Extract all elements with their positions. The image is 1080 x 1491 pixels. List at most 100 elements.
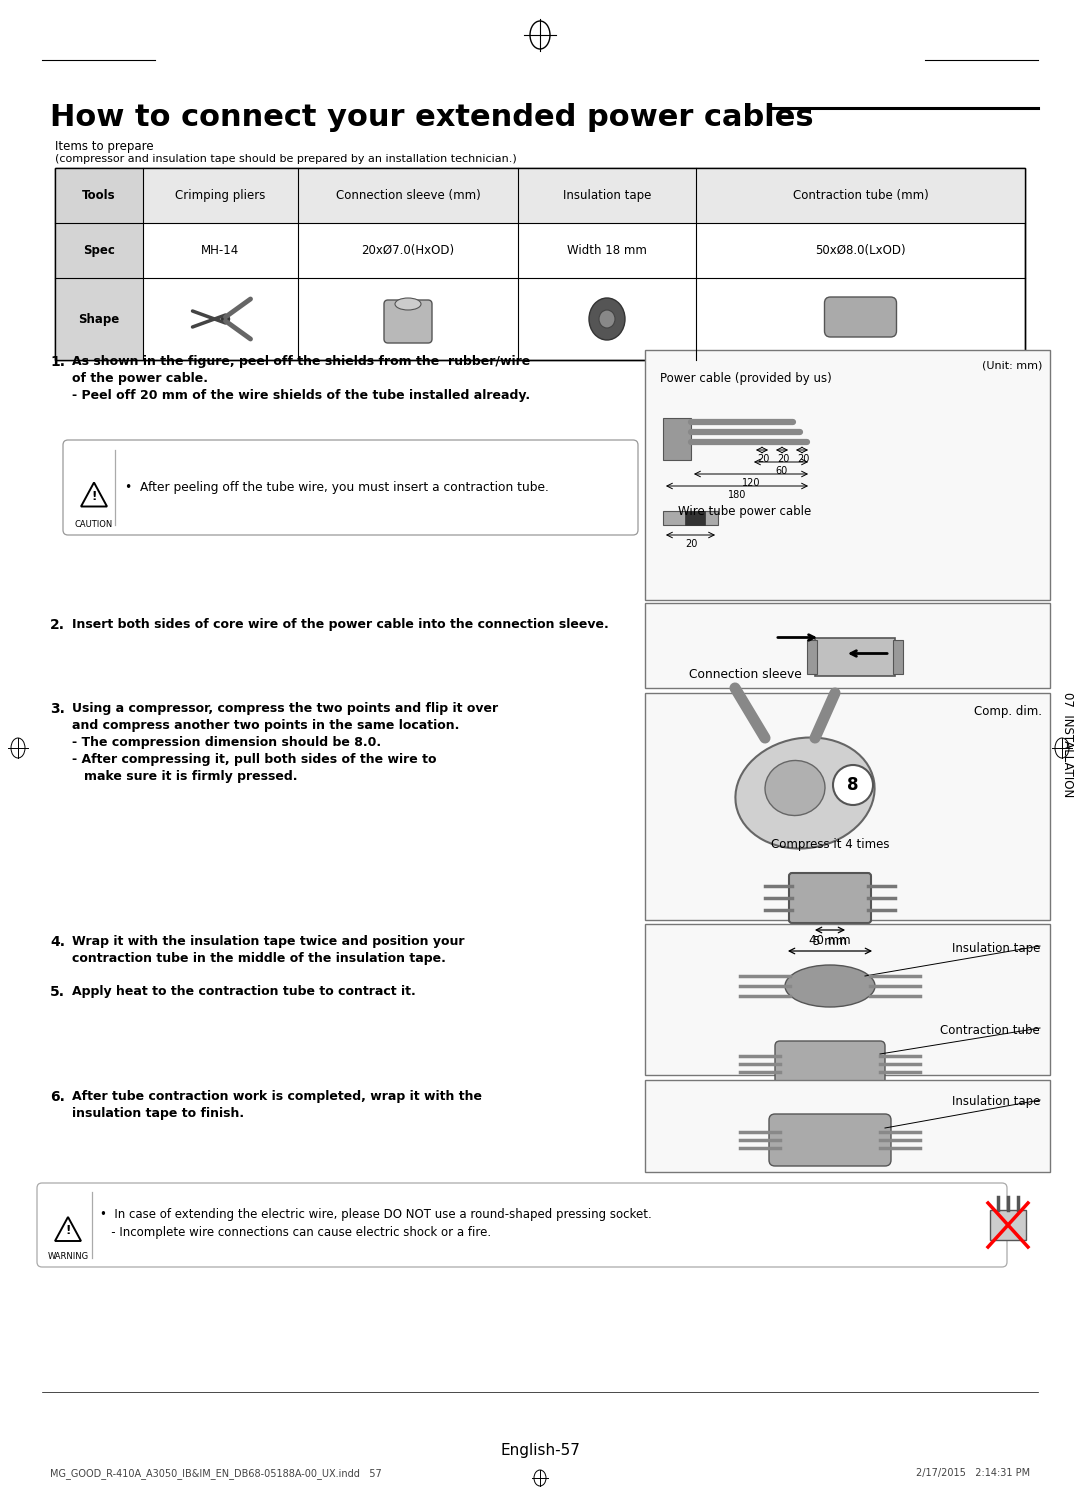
Bar [696, 168, 1025, 224]
FancyBboxPatch shape [63, 440, 638, 535]
Text: of the power cable.: of the power cable. [72, 371, 208, 385]
Text: 60: 60 [774, 467, 787, 476]
Text: Insulation tape: Insulation tape [951, 1094, 1040, 1108]
Text: !: ! [65, 1224, 70, 1238]
Bar [55, 168, 1025, 359]
Text: As shown in the figure, peel off the shields from the  rubber/wire: As shown in the figure, peel off the shi… [72, 355, 530, 368]
FancyBboxPatch shape [384, 300, 432, 343]
Ellipse shape [765, 760, 825, 816]
Text: Crimping pliers: Crimping pliers [175, 189, 266, 201]
Text: 40 mm: 40 mm [809, 933, 851, 947]
Text: 1.: 1. [50, 355, 65, 368]
Text: 20: 20 [757, 453, 769, 464]
Text: insulation tape to finish.: insulation tape to finish. [72, 1106, 244, 1120]
Bar [645, 1079, 1050, 1172]
Ellipse shape [735, 738, 875, 848]
Text: 07  INSTALLATION: 07 INSTALLATION [1062, 692, 1075, 798]
Text: 5 mm: 5 mm [813, 935, 847, 948]
Text: Using a compressor, compress the two points and flip it over: Using a compressor, compress the two poi… [72, 702, 498, 716]
Bar [990, 1211, 1026, 1241]
Text: Wrap it with the insulation tape twice and position your: Wrap it with the insulation tape twice a… [72, 935, 464, 948]
Bar [645, 350, 1050, 599]
Bar [55, 168, 1025, 359]
Text: Spec: Spec [83, 245, 114, 256]
Text: 5.: 5. [50, 986, 65, 999]
Bar [298, 168, 518, 224]
Text: WARNING: WARNING [48, 1252, 89, 1261]
FancyBboxPatch shape [789, 874, 870, 923]
Text: 20: 20 [777, 453, 789, 464]
Text: 2/17/2015   2:14:31 PM: 2/17/2015 2:14:31 PM [916, 1469, 1030, 1478]
Bar [645, 924, 1050, 1075]
Text: Width 18 mm: Width 18 mm [567, 245, 647, 256]
Bar [55, 277, 143, 359]
Text: 120: 120 [742, 479, 760, 488]
Text: make sure it is firmly pressed.: make sure it is firmly pressed. [84, 769, 297, 783]
Text: Tools: Tools [82, 189, 116, 201]
Bar [645, 693, 1050, 920]
Text: MH-14: MH-14 [201, 245, 240, 256]
FancyBboxPatch shape [824, 297, 896, 337]
Text: Insulation tape: Insulation tape [563, 189, 651, 201]
Circle shape [833, 765, 873, 805]
Text: (compressor and insulation tape should be prepared by an installation technician: (compressor and insulation tape should b… [55, 154, 516, 164]
Text: Power cable (provided by us): Power cable (provided by us) [660, 371, 832, 385]
Text: 2.: 2. [50, 617, 65, 632]
Text: 6.: 6. [50, 1090, 65, 1103]
Circle shape [221, 315, 229, 324]
Bar [893, 640, 903, 674]
Text: - After compressing it, pull both sides of the wire to: - After compressing it, pull both sides … [72, 753, 436, 766]
Text: 20: 20 [685, 540, 698, 549]
Bar [815, 638, 895, 675]
Bar [55, 168, 143, 224]
Text: 3.: 3. [50, 702, 65, 716]
FancyBboxPatch shape [769, 1114, 891, 1166]
Text: 4.: 4. [50, 935, 65, 948]
Text: •  After peeling off the tube wire, you must insert a contraction tube.: • After peeling off the tube wire, you m… [125, 482, 549, 494]
Bar [645, 602, 1050, 687]
Text: !: ! [92, 491, 97, 502]
Text: Connection sleeve (mm): Connection sleeve (mm) [336, 189, 481, 201]
Text: 50xØ8.0(LxOD): 50xØ8.0(LxOD) [815, 245, 906, 256]
Text: Contraction tube: Contraction tube [941, 1024, 1040, 1038]
Ellipse shape [599, 310, 615, 328]
Text: Insert both sides of core wire of the power cable into the connection sleeve.: Insert both sides of core wire of the po… [72, 617, 609, 631]
Text: •  In case of extending the electric wire, please DO NOT use a round-shaped pres: • In case of extending the electric wire… [100, 1208, 651, 1221]
Bar [55, 224, 143, 277]
Polygon shape [81, 483, 107, 507]
Bar [518, 168, 696, 224]
Bar [807, 640, 816, 674]
Text: - Incomplete wire connections can cause electric shock or a fire.: - Incomplete wire connections can cause … [100, 1226, 491, 1239]
Text: English-57: English-57 [500, 1443, 580, 1458]
Text: Items to prepare: Items to prepare [55, 140, 153, 154]
Text: 8: 8 [847, 775, 859, 795]
Bar [663, 511, 718, 525]
Text: and compress another two points in the same location.: and compress another two points in the s… [72, 719, 459, 732]
Text: - Peel off 20 mm of the wire shields of the tube installed already.: - Peel off 20 mm of the wire shields of … [72, 389, 530, 403]
Bar [663, 417, 691, 461]
Text: MG_GOOD_R-410A_A3050_IB&IM_EN_DB68-05188A-00_UX.indd   57: MG_GOOD_R-410A_A3050_IB&IM_EN_DB68-05188… [50, 1469, 381, 1479]
Text: Shape: Shape [79, 313, 120, 325]
Text: contraction tube in the middle of the insulation tape.: contraction tube in the middle of the in… [72, 951, 446, 965]
Text: 20: 20 [797, 453, 809, 464]
Text: CAUTION: CAUTION [75, 520, 113, 529]
Polygon shape [55, 1217, 81, 1241]
Bar [685, 511, 705, 525]
Text: 20xØ7.0(HxOD): 20xØ7.0(HxOD) [362, 245, 455, 256]
Ellipse shape [589, 298, 625, 340]
Text: (Unit: mm): (Unit: mm) [982, 359, 1042, 370]
Text: - The compression dimension should be 8.0.: - The compression dimension should be 8.… [72, 737, 381, 748]
Text: How to connect your extended power cables: How to connect your extended power cable… [50, 103, 813, 133]
Ellipse shape [785, 965, 875, 1006]
Text: Comp. dim.: Comp. dim. [974, 705, 1042, 719]
Text: Connection sleeve: Connection sleeve [689, 668, 801, 681]
Text: Compress it 4 times: Compress it 4 times [771, 838, 889, 851]
Text: Apply heat to the contraction tube to contract it.: Apply heat to the contraction tube to co… [72, 986, 416, 997]
Ellipse shape [395, 298, 421, 310]
Text: 180: 180 [728, 491, 746, 499]
Text: Contraction tube (mm): Contraction tube (mm) [793, 189, 929, 201]
Text: After tube contraction work is completed, wrap it with the: After tube contraction work is completed… [72, 1090, 482, 1103]
Text: Insulation tape: Insulation tape [951, 942, 1040, 956]
FancyBboxPatch shape [775, 1041, 885, 1087]
FancyBboxPatch shape [37, 1182, 1007, 1267]
